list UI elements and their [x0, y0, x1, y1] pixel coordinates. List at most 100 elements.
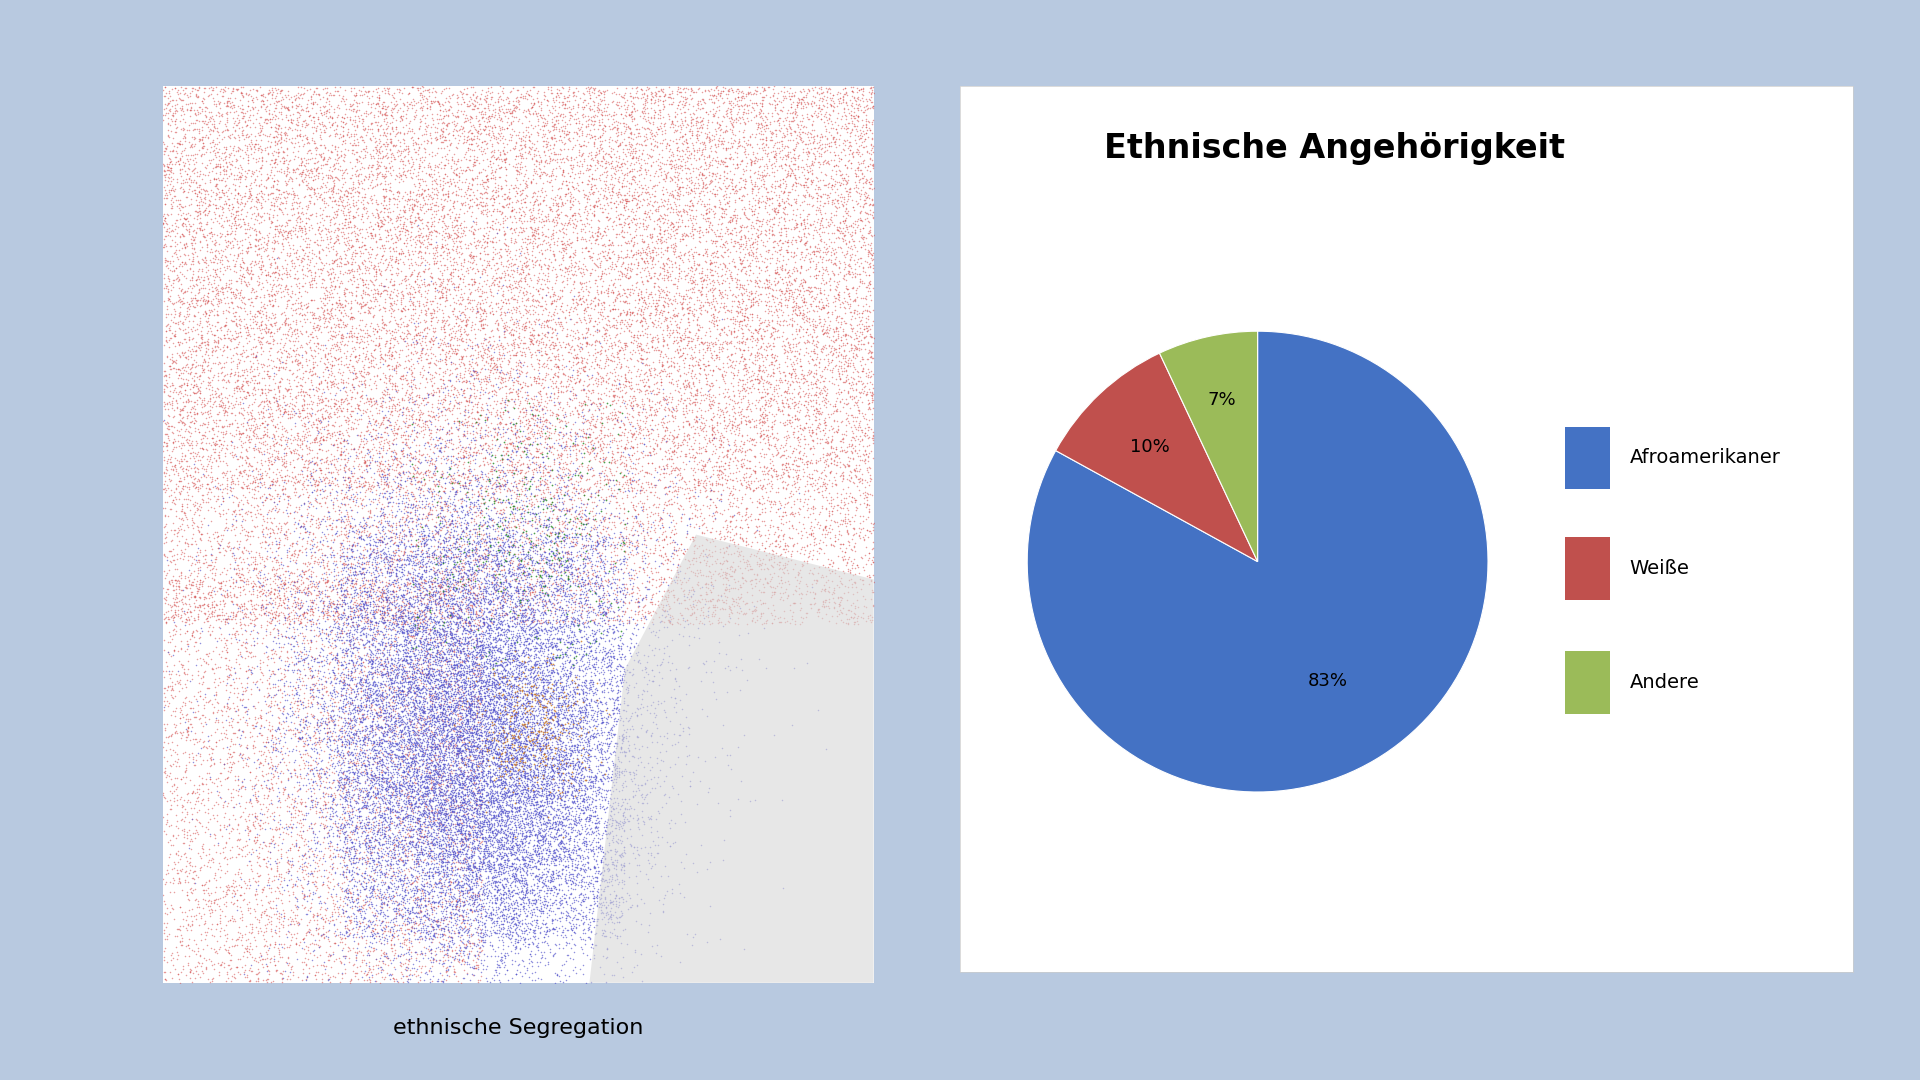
Point [411, 598, 442, 616]
Point [634, 378, 664, 395]
Point [566, 801, 597, 819]
Point [503, 582, 534, 599]
Point [305, 867, 336, 885]
Point [515, 771, 545, 788]
Point [415, 890, 445, 907]
Point [307, 255, 338, 272]
Point [482, 573, 513, 591]
Point [499, 220, 530, 238]
Point [397, 751, 428, 768]
Point [572, 724, 603, 741]
Point [497, 651, 528, 669]
Point [357, 713, 388, 730]
Point [165, 600, 196, 618]
Point [476, 909, 507, 927]
Point [336, 323, 367, 340]
Point [493, 622, 524, 639]
Point [413, 797, 444, 814]
Point [520, 418, 551, 435]
Point [743, 221, 774, 239]
Point [317, 181, 348, 199]
Point [250, 95, 280, 112]
Point [430, 100, 461, 118]
Point [555, 382, 586, 400]
Point [417, 680, 447, 698]
Point [482, 515, 513, 532]
Point [415, 835, 445, 852]
Point [461, 632, 492, 649]
Point [380, 657, 411, 674]
Point [204, 291, 234, 308]
Point [409, 346, 440, 363]
Point [392, 900, 422, 917]
Point [511, 754, 541, 771]
Point [221, 262, 252, 280]
Point [403, 678, 434, 696]
Point [490, 838, 520, 855]
Point [349, 453, 380, 470]
Point [467, 748, 497, 766]
Point [637, 313, 668, 330]
Point [440, 393, 470, 410]
Point [399, 108, 430, 125]
Point [346, 595, 376, 612]
Point [518, 322, 549, 339]
Point [328, 589, 359, 606]
Point [332, 432, 363, 449]
Point [545, 752, 576, 769]
Point [582, 321, 612, 338]
Point [497, 751, 528, 768]
Point [632, 526, 662, 543]
Point [219, 885, 250, 902]
Point [417, 327, 447, 345]
Point [159, 112, 190, 130]
Point [357, 435, 388, 453]
Point [455, 461, 486, 478]
Point [324, 931, 355, 948]
Point [561, 694, 591, 712]
Point [847, 230, 877, 247]
Point [401, 721, 432, 739]
Point [660, 203, 691, 220]
Point [526, 163, 557, 180]
Point [369, 701, 399, 718]
Point [764, 210, 795, 227]
Point [812, 194, 843, 212]
Point [248, 422, 278, 440]
Point [768, 210, 799, 227]
Point [415, 750, 445, 767]
Point [397, 846, 428, 863]
Point [566, 381, 597, 399]
Point [409, 527, 440, 544]
Point [382, 826, 413, 843]
Point [808, 83, 839, 100]
Point [215, 878, 246, 895]
Point [442, 394, 472, 411]
Point [428, 922, 459, 940]
Point [799, 279, 829, 296]
Point [428, 752, 459, 769]
Point [444, 607, 474, 624]
Point [213, 780, 244, 797]
Point [413, 654, 444, 672]
Point [438, 642, 468, 659]
Point [553, 702, 584, 719]
Point [436, 272, 467, 289]
Point [578, 804, 609, 821]
Point [286, 563, 317, 580]
Point [192, 821, 223, 838]
Point [818, 131, 849, 148]
Point [167, 218, 198, 235]
Point [313, 873, 344, 890]
Point [342, 723, 372, 740]
Point [351, 599, 382, 617]
Point [148, 951, 179, 969]
Point [787, 454, 818, 471]
Point [159, 462, 190, 480]
Point [799, 239, 829, 256]
Point [405, 901, 436, 918]
Point [411, 585, 442, 603]
Point [499, 629, 530, 646]
Point [543, 629, 574, 646]
Point [317, 787, 348, 805]
